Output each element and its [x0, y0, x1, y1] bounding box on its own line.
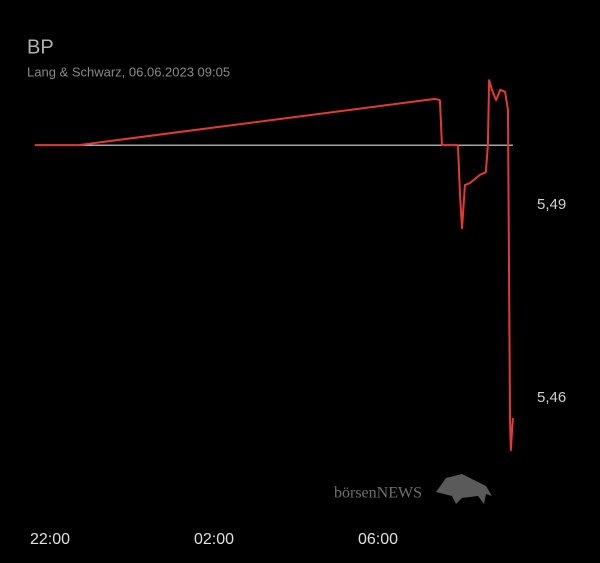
- x-tick-label: 22:00: [30, 531, 70, 548]
- chart-subtitle: Lang & Schwarz, 06.06.2023 09:05: [27, 64, 230, 79]
- x-tick-label: 02:00: [194, 531, 234, 548]
- y-tick-label: 5,49: [537, 196, 566, 213]
- price-line: [34, 79, 514, 452]
- chart-title: BP: [27, 36, 54, 58]
- watermark-bull: [436, 474, 492, 504]
- watermark: börsenNEWS: [334, 485, 422, 502]
- x-tick-label: 06:00: [358, 531, 398, 548]
- y-tick-label: 5,46: [537, 389, 566, 406]
